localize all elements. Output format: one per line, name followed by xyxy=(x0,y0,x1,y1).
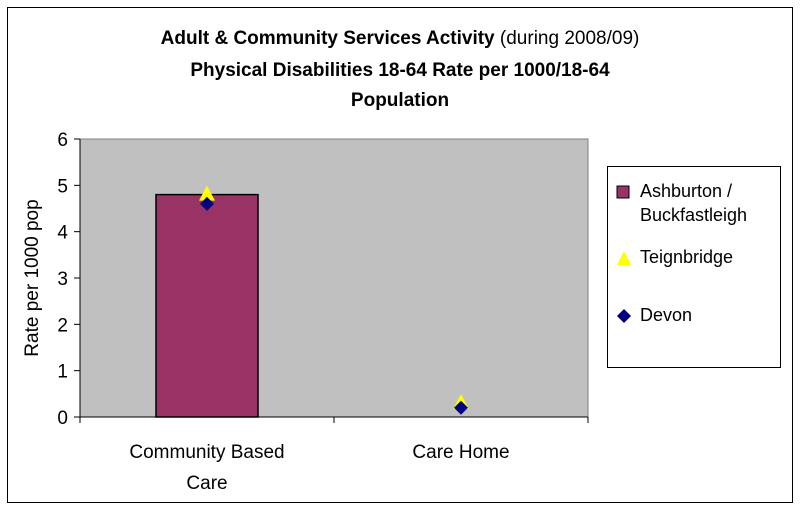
chart-title-bold: Adult & Community Services Activity xyxy=(160,28,495,49)
legend-triangle-icon xyxy=(617,251,631,265)
y-tick-label: 0 xyxy=(57,408,68,429)
marker-teignbridge xyxy=(199,185,215,201)
chart-subtitle-line2: Population xyxy=(350,90,450,111)
legend-label-teignbridge: Teignbridge xyxy=(640,247,734,267)
y-axis-label: Rate per 1000 pop xyxy=(22,199,43,356)
chart-title-period: (during 2008/09) xyxy=(494,28,640,49)
y-tick-label: 6 xyxy=(57,130,68,151)
y-tick-label: 2 xyxy=(57,315,68,336)
bar-ashburton xyxy=(155,193,259,418)
legend-label-ashburton-line1: Ashburton / xyxy=(640,181,733,201)
legend: Ashburton / Buckfastleigh Teignbridge De… xyxy=(607,166,781,368)
legend-label-devon: Devon xyxy=(640,305,693,325)
x-category-label: Community Based xyxy=(129,442,284,463)
y-tick-label: 1 xyxy=(57,362,68,383)
y-tick-label: 5 xyxy=(57,176,68,197)
y-tick-label: 4 xyxy=(57,223,68,244)
marker-devon xyxy=(200,196,214,211)
legend-label-ashburton-line2: Buckfastleigh xyxy=(640,205,748,225)
chart-title: Adult & Community Services Activity (dur… xyxy=(0,28,800,50)
legend-diamond-icon xyxy=(617,309,631,323)
legend-bar-swatch xyxy=(616,185,630,199)
marker-devon xyxy=(454,400,468,415)
chart-subtitle-line1: Physical Disabilities 18-64 Rate per 100… xyxy=(190,60,610,81)
y-tick-label: 3 xyxy=(57,269,68,290)
x-category-label: Care Home xyxy=(412,442,509,463)
x-category-label: Care xyxy=(186,473,227,494)
